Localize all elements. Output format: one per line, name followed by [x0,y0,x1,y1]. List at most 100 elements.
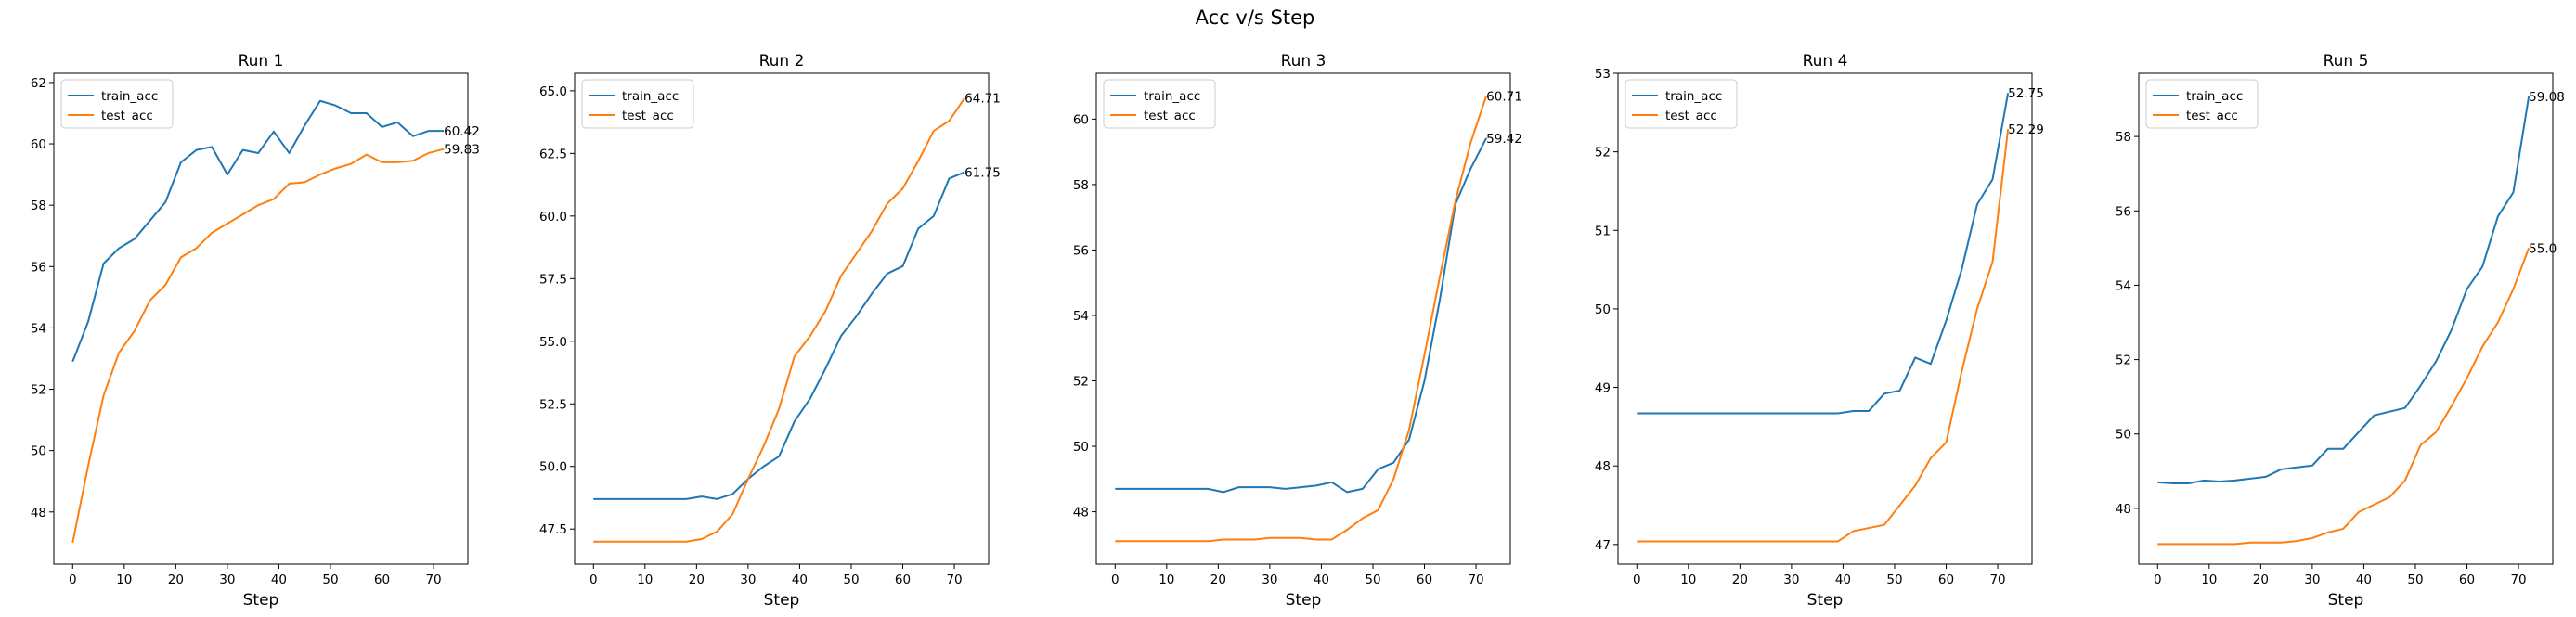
y-tick-label: 58 [2116,130,2131,145]
x-axis-label: Step [2328,591,2364,610]
plot-frame [1095,72,1511,565]
x-tick-label: 0 [69,572,77,587]
x-tick-label: 60 [374,572,390,587]
y-tick-label: 58 [31,199,46,213]
x-axis-label: Step [243,591,279,610]
series-line-train_acc [1115,137,1488,494]
y-tick-label: 48 [1073,506,1089,521]
subplot-run-4: Run 4 0 10 20 30 40 50 60 70 47 48 49 50 51 52 53 Step 52… [1595,52,2044,610]
figure-title: Acc v/s Step [1196,6,1315,29]
legend-label-test_acc: test_acc [622,109,674,123]
subplot-title: Run 3 [1281,52,1327,71]
x-tick-label: 20 [2253,572,2269,587]
end-value-label-test_acc: 55.0 [2529,241,2557,256]
end-value-label-test_acc: 52.29 [2008,122,2044,137]
x-tick-label: 70 [425,572,441,587]
x-tick-label: 40 [271,572,287,587]
y-tick-label: 52 [1073,375,1089,390]
y-tick-label: 47.5 [539,522,567,537]
legend-label-train_acc: train_acc [101,89,158,104]
series-line-test_acc [593,97,965,543]
subplot-title: Run 2 [759,52,805,71]
legend: train_acc test_acc [60,79,174,129]
x-tick-label: 10 [637,572,653,587]
x-tick-label: 10 [1159,572,1174,587]
x-axis-label: Step [1286,591,1322,610]
x-tick-label: 50 [322,572,338,587]
plot-frame [2138,72,2554,565]
y-tick-label: 54 [2116,278,2131,293]
subplot-title: Run 4 [1803,52,1848,71]
y-tick-label: 52 [2116,353,2131,368]
subplot-grid: Run 1 0 10 20 30 40 50 60 70 48 50 52 54 56 58 60 62 Step… [31,52,2565,610]
x-tick-label: 60 [1938,572,1954,587]
legend-label-test_acc: test_acc [101,109,153,123]
y-tick-label: 50 [1073,440,1089,455]
legend: train_acc test_acc [2145,79,2259,129]
y-tick-label: 56 [2116,204,2131,219]
subplot-title: Run 1 [239,52,284,71]
y-tick-label: 48 [1595,459,1611,474]
series-line-train_acc [593,171,965,500]
y-tick-label: 50 [1595,302,1611,317]
end-value-label-test_acc: 59.83 [444,143,480,158]
y-tick-label: 60 [31,137,46,152]
x-tick-label: 50 [1365,572,1380,587]
legend-label-train_acc: train_acc [2186,89,2243,104]
x-tick-label: 10 [2201,572,2217,587]
x-tick-label: 40 [1835,572,1851,587]
x-tick-label: 20 [1210,572,1226,587]
y-tick-label: 50 [2116,428,2131,443]
end-value-label-train_acc: 59.42 [1486,132,1522,147]
x-tick-label: 0 [1111,572,1120,587]
y-tick-label: 51 [1595,224,1611,238]
x-tick-label: 0 [589,572,598,587]
x-tick-label: 50 [843,572,859,587]
x-tick-label: 50 [1886,572,1902,587]
y-tick-label: 55.0 [539,335,567,350]
subplot-run-3: Run 3 0 10 20 30 40 50 60 70 48 50 52 54 56 58 60 Step 59… [1073,52,1522,610]
x-tick-label: 60 [2459,572,2475,587]
x-tick-label: 10 [116,572,132,587]
x-tick-label: 70 [2510,572,2526,587]
legend: train_acc test_acc [1103,79,1216,129]
x-axis-label: Step [1807,591,1844,610]
y-tick-label: 56 [31,260,46,275]
y-tick-label: 50.0 [539,460,567,475]
x-tick-label: 20 [168,572,184,587]
end-value-label-train_acc: 60.42 [444,124,480,139]
x-tick-label: 60 [1417,572,1432,587]
subplot-run-5: Run 5 0 10 20 30 40 50 60 70 48 50 52 54 56 58 Step 59.0… [2116,52,2565,610]
x-tick-label: 70 [946,572,962,587]
end-value-label-test_acc: 60.71 [1486,89,1522,104]
legend-label-train_acc: train_acc [1144,89,1200,104]
legend: train_acc test_acc [1625,79,1738,129]
x-tick-label: 30 [2304,572,2320,587]
y-tick-label: 48 [2116,502,2131,517]
x-tick-label: 20 [689,572,705,587]
y-tick-label: 54 [31,321,46,336]
x-tick-label: 30 [219,572,235,587]
x-axis-label: Step [764,591,800,610]
y-tick-label: 65.0 [539,84,567,99]
y-tick-label: 60 [1073,112,1089,127]
legend-label-train_acc: train_acc [1665,89,1722,104]
plot-frame [574,72,990,565]
series-line-test_acc [2157,248,2531,546]
series-line-train_acc [1637,92,2010,415]
y-tick-label: 52 [1595,146,1611,161]
x-tick-label: 10 [1680,572,1696,587]
legend-label-test_acc: test_acc [1665,109,1717,123]
x-tick-label: 70 [1989,572,2005,587]
y-tick-label: 48 [31,506,46,521]
x-tick-label: 30 [1262,572,1277,587]
y-tick-label: 53 [1595,67,1611,82]
x-tick-label: 0 [2154,572,2162,587]
y-tick-label: 52.5 [539,397,567,412]
subplot-run-2: Run 2 0 10 20 30 40 50 60 70 47.5 50.0 52.5 55.0 57.5… [539,52,1001,610]
subplot-run-1: Run 1 0 10 20 30 40 50 60 70 48 50 52 54 56 58 60 62 Step… [31,52,480,610]
y-tick-label: 47 [1595,538,1611,553]
y-tick-label: 54 [1073,309,1089,324]
y-tick-label: 50 [31,444,46,459]
